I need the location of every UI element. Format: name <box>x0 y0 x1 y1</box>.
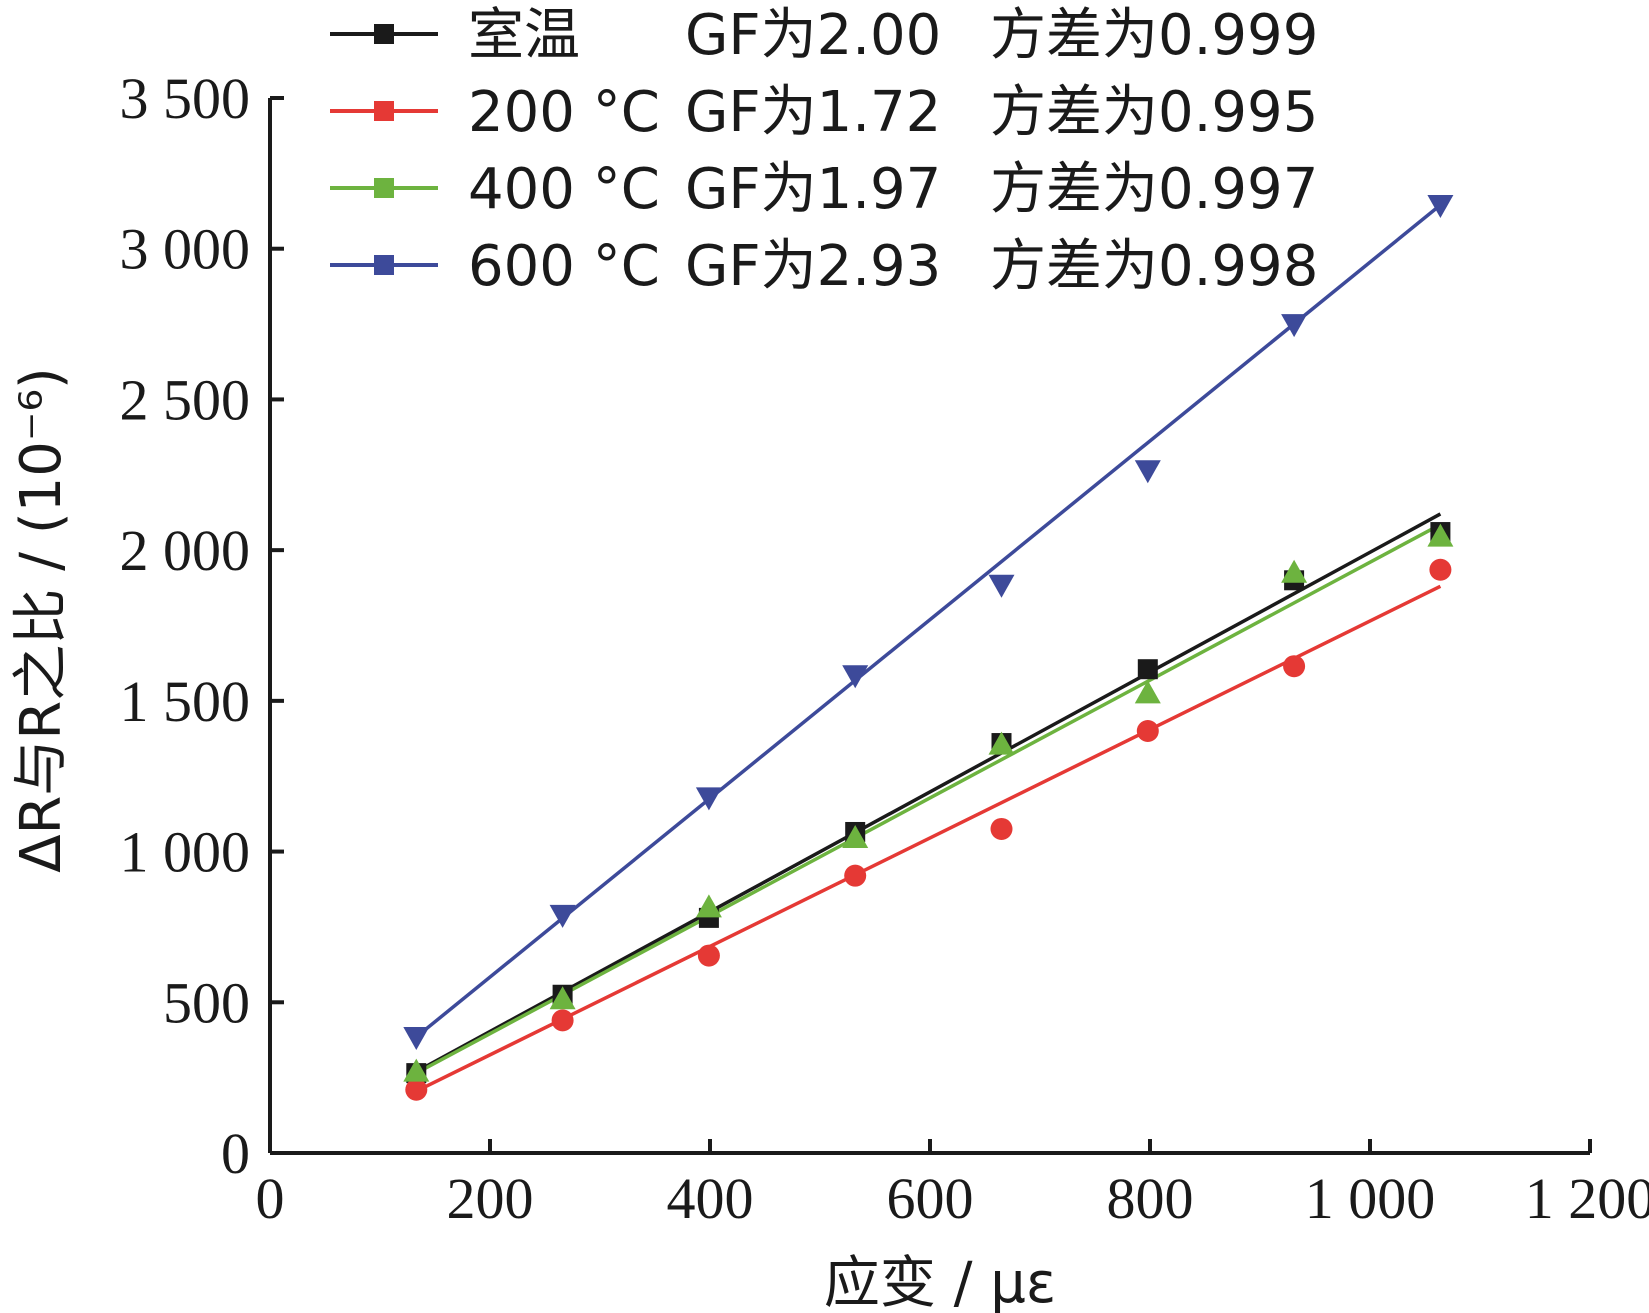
legend-gf: GF为2.93 <box>685 234 941 299</box>
legend-marker <box>374 101 394 121</box>
legend-gf: GF为1.72 <box>685 80 941 145</box>
legend-label: 室温 <box>468 3 580 68</box>
data-point <box>403 1026 430 1050</box>
x-tick-label: 600 <box>887 1166 974 1231</box>
legend-variance: 方差为0.997 <box>990 157 1318 222</box>
data-point <box>1136 720 1159 742</box>
y-tick-label: 3 500 <box>120 66 251 131</box>
legend-entry-2: 400 °C GF为1.97 方差为0.997 <box>330 157 1318 222</box>
data-point <box>1134 460 1161 484</box>
legend-marker <box>374 255 394 275</box>
fit-lines <box>415 203 1442 1093</box>
legend-variance: 方差为0.999 <box>990 3 1318 68</box>
data-point <box>1427 523 1454 547</box>
data-point <box>549 904 576 928</box>
legend-gf: GF为2.00 <box>685 3 941 68</box>
data-point <box>842 665 869 689</box>
legend-marker <box>374 178 394 198</box>
x-tick-label: 1 000 <box>1305 1166 1436 1231</box>
y-tick-label: 3 000 <box>120 217 251 282</box>
x-tick-label: 200 <box>447 1166 534 1231</box>
fit-line-1 <box>415 584 1442 1093</box>
y-tick-label: 0 <box>221 1121 250 1186</box>
data-point <box>842 825 869 849</box>
y-tick-label: 2 000 <box>120 518 251 583</box>
data-point <box>695 787 722 811</box>
data-point <box>1281 314 1308 338</box>
data-point <box>988 731 1015 755</box>
data-point <box>551 1009 574 1032</box>
legend-entry-3: 600 °C GF为2.93 方差为0.998 <box>330 234 1318 299</box>
x-tick-label: 1 200 <box>1525 1166 1649 1231</box>
y-axis-title: ΔR与R之比 / (10⁻⁶) <box>9 367 74 873</box>
x-axis-title: 应变 / με <box>824 1251 1056 1313</box>
markers <box>403 195 1454 1101</box>
fit-line-3 <box>415 203 1442 1039</box>
data-point <box>1427 195 1454 219</box>
legend-marker <box>374 24 394 44</box>
y-tick-label: 1 500 <box>120 669 251 734</box>
legend: 室温 GF为2.00 方差为0.999 200 °C GF为1.72 方差为0.… <box>330 3 1318 299</box>
x-tick-label: 0 <box>256 1166 285 1231</box>
ticks: 0 200 400 600 800 1 000 1 200 0 500 1 000 1 500 2 0… <box>120 66 1649 1231</box>
y-tick-label: 2 500 <box>120 367 251 432</box>
legend-entry-1: 200 °C GF为1.72 方差为0.995 <box>330 80 1318 145</box>
data-point <box>844 864 867 887</box>
legend-label: 400 °C <box>468 157 660 222</box>
y-tick-label: 500 <box>163 970 250 1035</box>
data-point <box>1281 559 1308 583</box>
fit-line-0 <box>415 512 1442 1074</box>
legend-variance: 方差为0.995 <box>990 80 1318 145</box>
legend-entry-0: 室温 GF为2.00 方差为0.999 <box>330 3 1318 68</box>
data-point <box>1134 680 1161 704</box>
data-point <box>1429 558 1452 581</box>
legend-label: 200 °C <box>468 80 660 145</box>
data-point <box>990 817 1013 840</box>
data-point <box>988 574 1015 598</box>
data-point <box>403 1058 430 1082</box>
y-tick-label: 1 000 <box>120 820 251 885</box>
data-point <box>549 986 576 1010</box>
data-point <box>695 894 722 918</box>
legend-variance: 方差为0.998 <box>990 234 1318 299</box>
x-tick-label: 400 <box>667 1166 754 1231</box>
data-point <box>405 1078 428 1101</box>
legend-label: 600 °C <box>468 234 660 299</box>
data-point <box>1137 659 1158 680</box>
data-point <box>697 944 720 967</box>
fit-line-2 <box>415 522 1442 1075</box>
x-tick-label: 800 <box>1107 1166 1194 1231</box>
data-point <box>1283 655 1306 678</box>
legend-gf: GF为1.97 <box>685 157 941 222</box>
